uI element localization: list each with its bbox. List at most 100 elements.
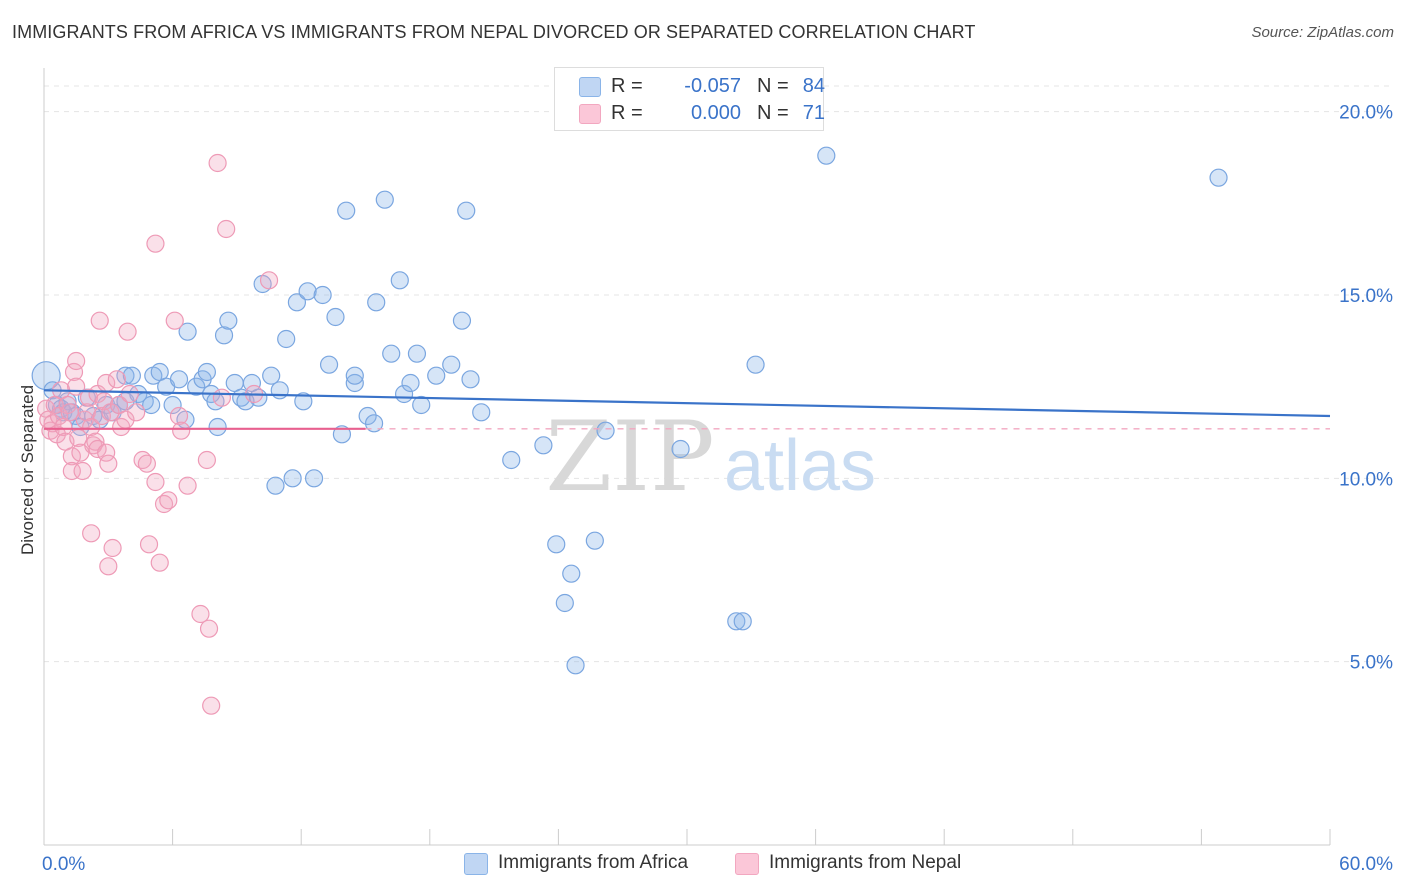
x-tick-label: 60.0%	[1339, 854, 1393, 875]
series-label-africa: Immigrants from Africa	[498, 852, 689, 873]
africa-point	[345, 373, 364, 393]
nepal-point	[197, 450, 216, 470]
africa-point	[294, 392, 313, 411]
nepal-point	[150, 553, 169, 572]
nepal-point	[67, 351, 86, 371]
africa-point	[1209, 168, 1228, 187]
tick-labels: 5.0% 10.0% 15.0% 20.0% 0.0% 60.0%	[42, 103, 1393, 875]
nepal-point	[137, 454, 156, 473]
africa-point	[270, 381, 289, 400]
nepal-point	[73, 461, 92, 481]
africa-point	[142, 395, 161, 415]
nepal-point	[99, 454, 118, 473]
watermark-atlas: atlas	[724, 426, 876, 506]
nepal-point	[159, 491, 178, 510]
chart-source: Source: ZipAtlas.com	[1251, 24, 1394, 41]
africa-point	[534, 436, 553, 455]
nepal-point	[217, 219, 236, 239]
watermark-zip: ZIP	[545, 401, 714, 513]
africa-point	[382, 344, 401, 363]
legend-n-value: 71	[802, 102, 825, 124]
axes	[43, 68, 1331, 846]
africa-point	[345, 366, 364, 385]
nepal-point	[60, 403, 79, 422]
nepal-point	[178, 476, 197, 495]
legend-n-label: N =	[757, 102, 789, 124]
nepal-point	[97, 443, 116, 462]
nepal-point	[208, 153, 227, 173]
africa-point	[266, 476, 285, 495]
nepal-point	[139, 535, 159, 554]
legend-swatch-nepal	[579, 104, 601, 124]
africa-point	[219, 311, 238, 330]
nepal-point	[259, 271, 279, 290]
africa-point	[197, 362, 216, 382]
africa-point	[169, 370, 189, 389]
nepal-point	[107, 370, 126, 389]
nepal-point	[118, 322, 137, 341]
nepal-point	[146, 472, 165, 492]
legend-r-label: R =	[611, 102, 643, 124]
africa-point	[163, 395, 182, 415]
chart-title: IMMIGRANTS FROM AFRICA VS IMMIGRANTS FRO…	[12, 22, 976, 42]
africa-point	[262, 366, 281, 385]
africa-point	[733, 612, 752, 631]
nepal-point	[86, 432, 105, 451]
africa-point	[427, 366, 446, 385]
watermark: ZIP atlas	[545, 401, 876, 513]
correlation-legend: R = -0.057 N = 84 R = 0.000 N = 71	[554, 67, 825, 131]
data-points	[31, 146, 1228, 715]
africa-point	[407, 344, 427, 363]
nepal-point	[64, 362, 84, 382]
nepal-point	[212, 388, 231, 407]
legend-n-value: 84	[802, 75, 825, 97]
y-tick-label: 20.0%	[1339, 103, 1393, 124]
grid-lines	[44, 85, 1392, 663]
nepal-point	[77, 403, 96, 422]
africa-point	[547, 535, 566, 554]
nepal-point	[172, 421, 191, 440]
nepal-point	[165, 311, 184, 330]
africa-point	[461, 370, 480, 389]
legend-r-label: R =	[611, 75, 643, 97]
series-swatch-nepal	[735, 853, 759, 875]
nepal-point	[202, 696, 221, 715]
nepal-point	[127, 403, 146, 422]
nepal-point	[199, 619, 219, 638]
nepal-point	[191, 604, 210, 624]
trend-lines	[43, 389, 1331, 430]
africa-trend-line	[43, 389, 1331, 418]
africa-point	[457, 201, 476, 220]
nepal-point	[94, 392, 114, 411]
africa-point	[367, 293, 386, 312]
africa-point	[746, 355, 765, 374]
africa-point	[727, 612, 746, 631]
nepal-point	[103, 538, 122, 558]
legend-r-value: 0.000	[690, 102, 741, 124]
nepal-point	[90, 311, 109, 330]
nepal-point	[169, 406, 189, 426]
africa-point	[390, 271, 409, 290]
africa-point	[452, 311, 472, 330]
nepal-point	[58, 395, 77, 415]
africa-point	[313, 285, 332, 305]
legend-n-label: N =	[757, 75, 789, 97]
africa-point	[122, 366, 141, 385]
legend-r-value: -0.057	[684, 75, 741, 97]
africa-point	[412, 395, 431, 415]
y-tick-label: 5.0%	[1350, 653, 1393, 674]
africa-point	[442, 355, 461, 374]
africa-point	[332, 425, 352, 444]
series-label-nepal: Immigrants from Nepal	[769, 852, 962, 873]
nepal-point	[62, 461, 81, 481]
x-tick-label: 0.0%	[42, 854, 85, 875]
africa-point	[337, 201, 356, 220]
africa-point	[566, 656, 585, 675]
africa-point	[555, 593, 574, 613]
africa-point	[472, 403, 491, 422]
africa-point	[596, 421, 615, 440]
nepal-point	[99, 557, 118, 576]
africa-point	[562, 564, 581, 583]
nepal-point	[146, 234, 165, 253]
